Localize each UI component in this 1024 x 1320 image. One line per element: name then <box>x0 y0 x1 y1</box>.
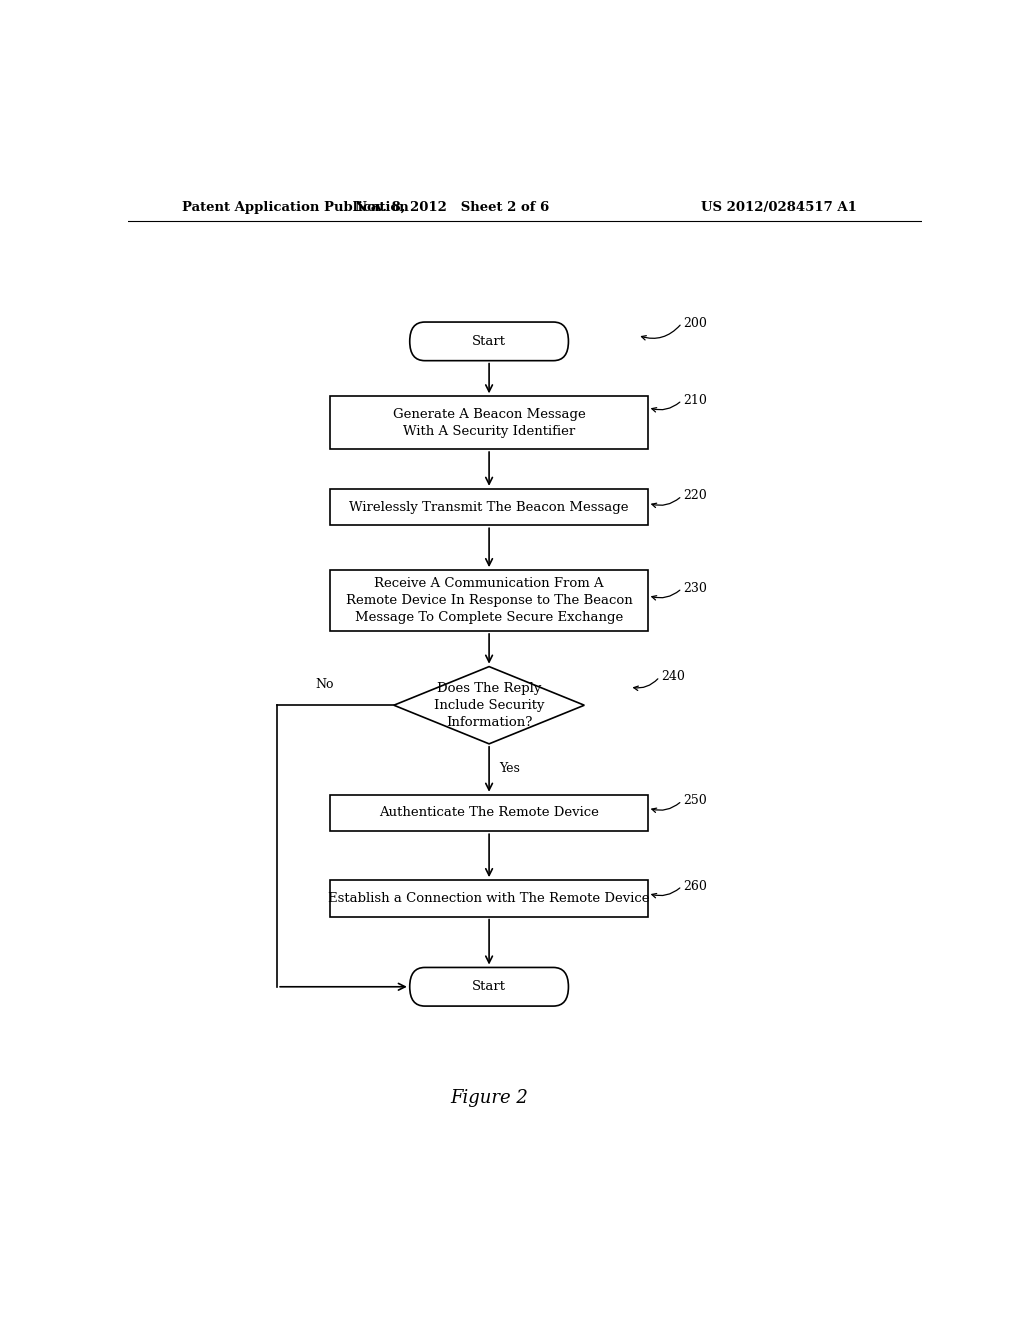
Text: 260: 260 <box>684 879 708 892</box>
Text: Start: Start <box>472 335 506 348</box>
Text: Nov. 8, 2012   Sheet 2 of 6: Nov. 8, 2012 Sheet 2 of 6 <box>354 201 549 214</box>
Text: Start: Start <box>472 981 506 993</box>
FancyBboxPatch shape <box>331 488 648 525</box>
Text: 200: 200 <box>684 317 708 330</box>
Polygon shape <box>394 667 585 744</box>
Text: No: No <box>315 678 334 690</box>
Text: Authenticate The Remote Device: Authenticate The Remote Device <box>379 807 599 820</box>
Text: Patent Application Publication: Patent Application Publication <box>182 201 409 214</box>
Text: Generate A Beacon Message
With A Security Identifier: Generate A Beacon Message With A Securit… <box>393 408 586 438</box>
Text: Figure 2: Figure 2 <box>451 1089 528 1106</box>
Text: Establish a Connection with The Remote Device: Establish a Connection with The Remote D… <box>329 892 650 904</box>
FancyBboxPatch shape <box>410 968 568 1006</box>
Text: Does The Reply
Include Security
Information?: Does The Reply Include Security Informat… <box>434 681 545 729</box>
Text: 240: 240 <box>662 671 685 684</box>
FancyBboxPatch shape <box>410 322 568 360</box>
Text: 210: 210 <box>684 393 708 407</box>
Text: 220: 220 <box>684 490 708 503</box>
FancyBboxPatch shape <box>331 795 648 832</box>
Text: US 2012/0284517 A1: US 2012/0284517 A1 <box>700 201 857 214</box>
Text: Receive A Communication From A
Remote Device In Response to The Beacon
Message T: Receive A Communication From A Remote De… <box>346 577 633 624</box>
Text: 230: 230 <box>684 582 708 595</box>
Text: 250: 250 <box>684 795 708 808</box>
FancyBboxPatch shape <box>331 880 648 916</box>
FancyBboxPatch shape <box>331 570 648 631</box>
Text: Wirelessly Transmit The Beacon Message: Wirelessly Transmit The Beacon Message <box>349 500 629 513</box>
FancyBboxPatch shape <box>331 396 648 449</box>
Text: Yes: Yes <box>500 762 520 775</box>
